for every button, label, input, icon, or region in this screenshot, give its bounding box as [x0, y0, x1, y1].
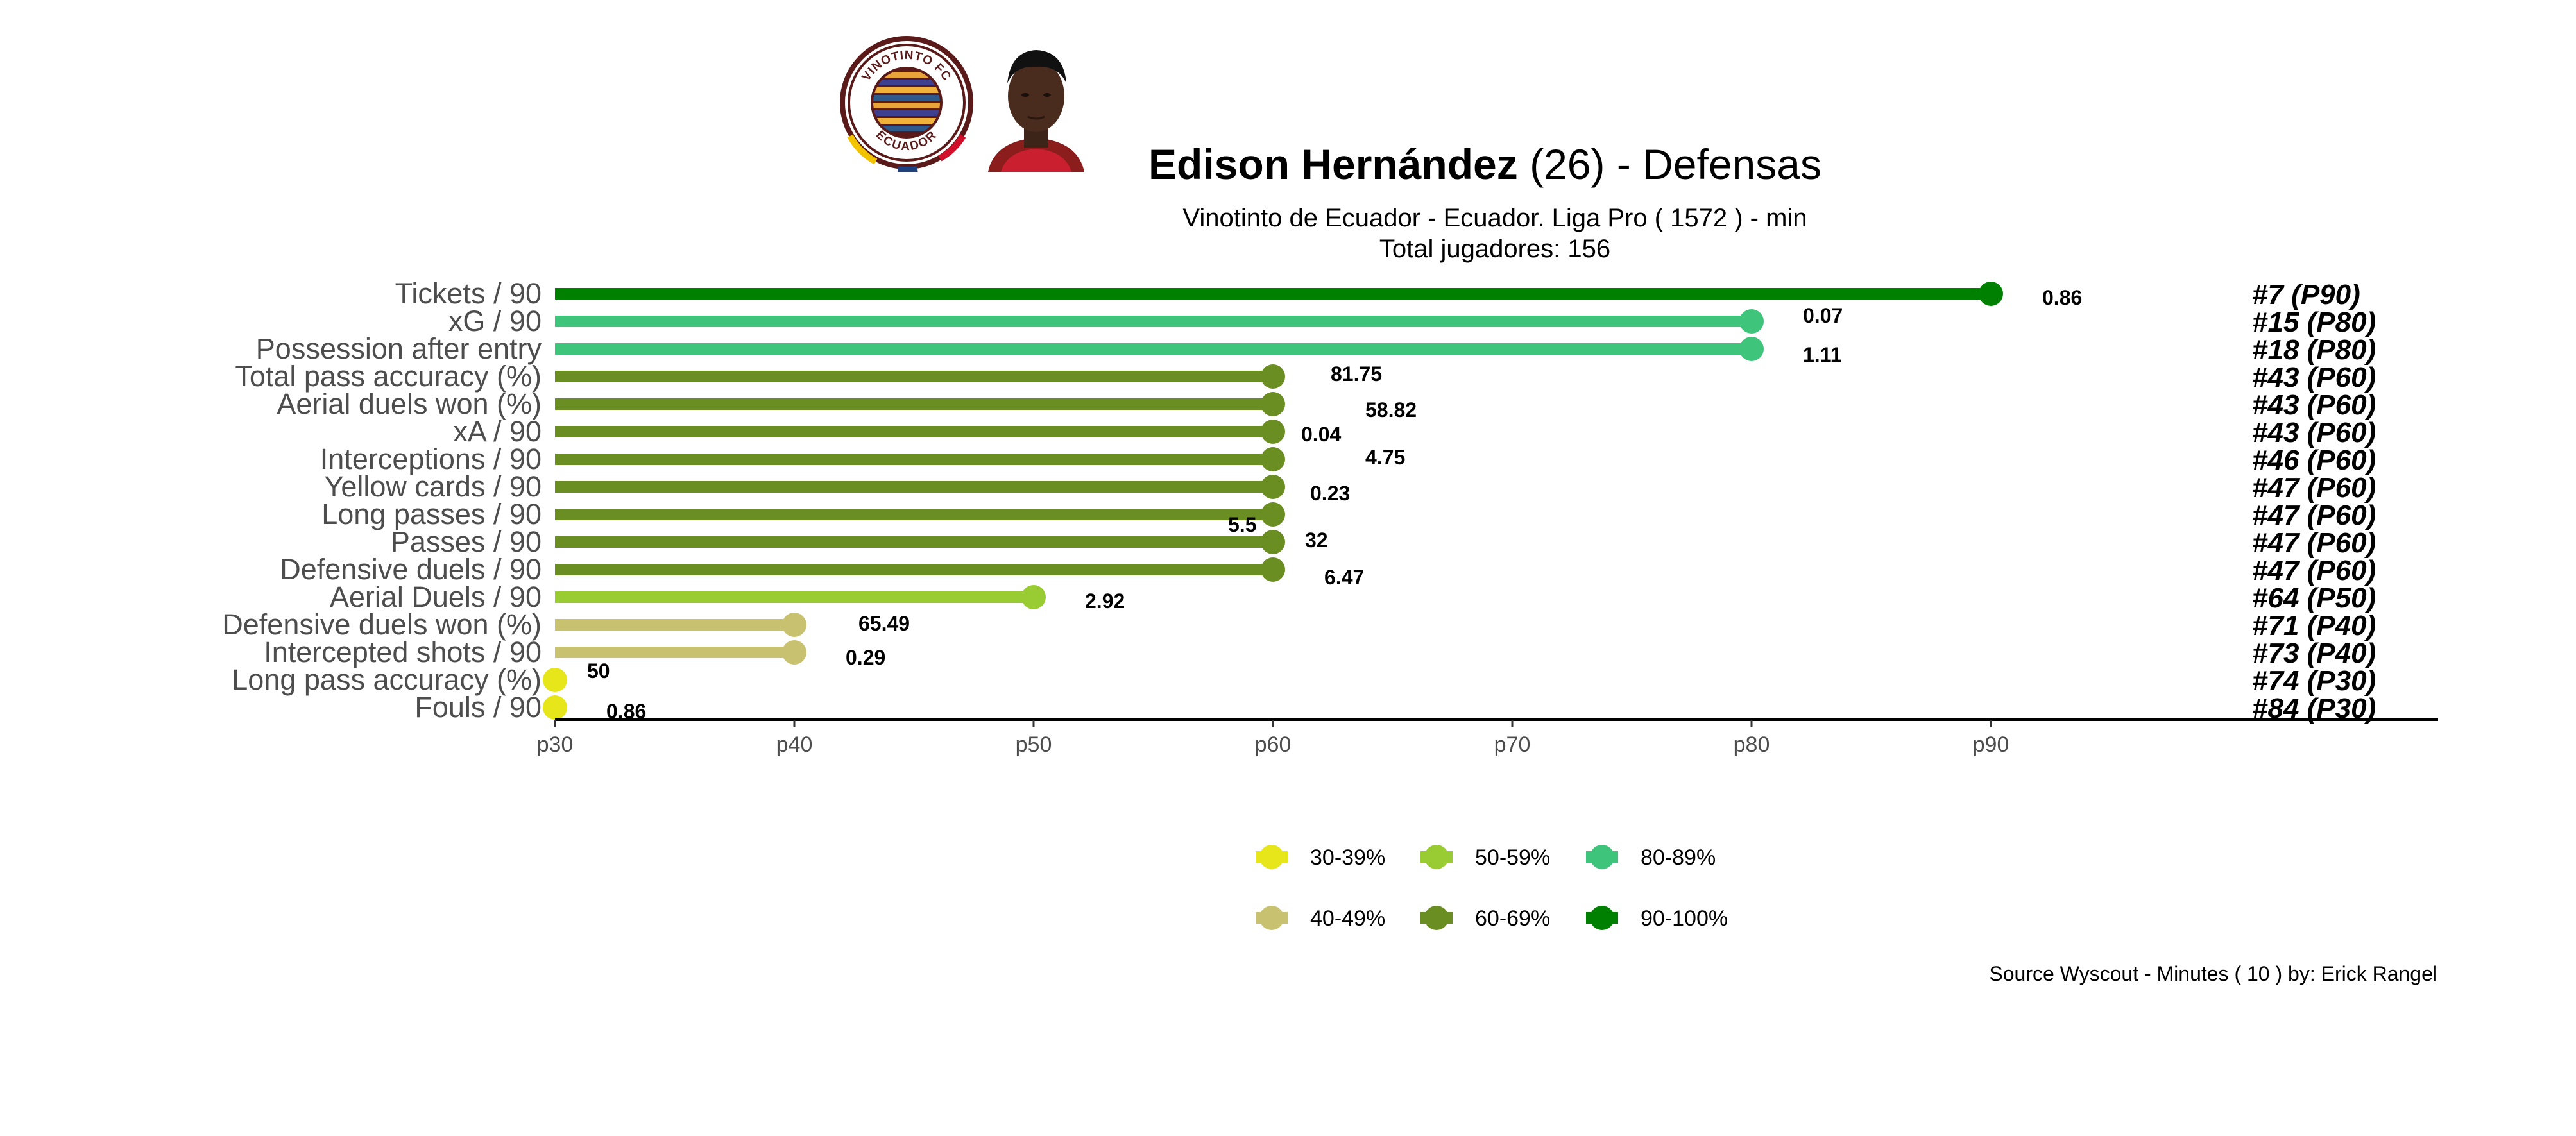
bar-dot — [1261, 392, 1285, 416]
legend-swatch-dot — [1424, 906, 1449, 930]
value-label: 6.47 — [1324, 566, 1364, 589]
total-players-line: Total jugadores: 156 — [1379, 235, 1611, 263]
bar-dot — [1979, 282, 2003, 306]
legend-swatch-dot — [1590, 845, 1614, 869]
rank-label: #43 (P60) — [2252, 362, 2376, 393]
category-label: Intercepted shots / 90 — [264, 636, 542, 668]
category-label: Defensive duels / 90 — [280, 553, 542, 586]
bar-dot — [543, 695, 567, 720]
value-label: 0.29 — [846, 646, 885, 669]
category-label: xG / 90 — [448, 305, 542, 337]
player-name: Edison Hernández — [1148, 140, 1518, 188]
club-logo-emblem: VINOTINTO FC ECUADOR — [840, 36, 973, 174]
club-logo: VINOTINTO FC ECUADOR — [837, 33, 976, 174]
value-label: 1.11 — [1803, 343, 1842, 366]
value-label: 81.75 — [1331, 362, 1382, 386]
value-label: 2.92 — [1085, 589, 1125, 613]
value-label: 0.07 — [1803, 304, 1843, 327]
x-tick-label: p70 — [1494, 733, 1531, 757]
x-tick-label: p40 — [776, 733, 813, 757]
team-league-line: Vinotinto de Ecuador - Ecuador. Liga Pro… — [1182, 204, 1807, 232]
rank-label: #73 (P40) — [2252, 638, 2376, 669]
bar-dot — [1261, 447, 1285, 471]
rank-label: #47 (P60) — [2252, 472, 2376, 504]
rank-label: #71 (P40) — [2252, 610, 2376, 641]
bar-dot — [1261, 364, 1285, 389]
bar-dot — [1739, 309, 1764, 334]
legend-swatch-dot — [1424, 845, 1449, 869]
value-label: 0.23 — [1310, 482, 1350, 505]
bar-dot — [1261, 420, 1285, 444]
chart-title: Edison Hernández (26) - Defensas — [1148, 141, 1854, 188]
category-label: Yellow cards / 90 — [324, 470, 542, 503]
x-tick-label: p60 — [1255, 733, 1292, 757]
category-label: Tickets / 90 — [395, 277, 542, 310]
rank-label: #43 (P60) — [2252, 389, 2376, 421]
player-age: (26) - — [1530, 140, 1631, 188]
chart-subtitle: Vinotinto de Ecuador - Ecuador. Liga Pro… — [962, 203, 2027, 264]
player-photo — [982, 32, 1091, 172]
category-label: Fouls / 90 — [414, 691, 542, 724]
bar-dot — [1261, 557, 1285, 582]
legend-label: 40-49% — [1310, 906, 1385, 931]
bar-dot — [1739, 337, 1764, 361]
rank-label: #47 (P60) — [2252, 555, 2376, 586]
value-label: 50 — [587, 659, 610, 682]
category-label: Total pass accuracy (%) — [235, 360, 542, 393]
legend-label: 50-59% — [1475, 845, 1550, 870]
rank-label: #47 (P60) — [2252, 500, 2376, 531]
legend-swatch-dot — [1259, 845, 1284, 869]
value-label: 4.75 — [1365, 446, 1405, 469]
rank-label: #46 (P60) — [2252, 445, 2376, 476]
bar-dot — [543, 668, 567, 692]
category-label: Aerial Duels / 90 — [330, 581, 542, 613]
category-label: Long pass accuracy (%) — [232, 663, 542, 696]
category-label: Possession after entry — [256, 332, 542, 365]
value-label: 58.82 — [1365, 398, 1417, 421]
legend-label: 90-100% — [1641, 906, 1728, 931]
category-label: Passes / 90 — [391, 525, 542, 558]
value-label: 0.86 — [2042, 286, 2082, 309]
bar-dot — [1021, 585, 1046, 609]
category-label: xA / 90 — [453, 415, 542, 448]
player-position: Defensas — [1642, 140, 1821, 188]
bar-dot — [782, 613, 806, 637]
x-tick-label: p50 — [1016, 733, 1052, 757]
rank-label: #7 (P90) — [2252, 279, 2360, 310]
value-label: 5.5 — [1228, 513, 1256, 536]
category-label: Long passes / 90 — [321, 498, 542, 530]
bar-dot — [1261, 475, 1285, 499]
category-label: Aerial duels won (%) — [277, 387, 542, 420]
legend-label: 80-89% — [1641, 845, 1716, 870]
rank-label: #64 (P50) — [2252, 582, 2376, 614]
category-label: Interceptions / 90 — [320, 443, 542, 475]
x-tick-label: p90 — [1973, 733, 2009, 757]
source-credit: Source Wyscout - Minutes ( 10 ) by: Eric… — [1989, 962, 2437, 985]
legend-label: 30-39% — [1310, 845, 1385, 870]
bar-dot — [1261, 530, 1285, 554]
value-label: 0.04 — [1301, 423, 1341, 446]
value-label: 65.49 — [858, 612, 910, 635]
legend-label: 60-69% — [1475, 906, 1550, 931]
x-tick-label: p30 — [537, 733, 574, 757]
legend-swatch-dot — [1590, 906, 1614, 930]
bar-dot — [782, 640, 806, 665]
value-label: 32 — [1305, 529, 1328, 552]
x-tick-label: p80 — [1734, 733, 1770, 757]
rank-label: #18 (P80) — [2252, 334, 2376, 366]
rank-label: #43 (P60) — [2252, 417, 2376, 448]
bar-dot — [1261, 502, 1285, 527]
player-portrait — [988, 50, 1084, 172]
rank-label: #15 (P80) — [2252, 307, 2376, 338]
rank-label: #74 (P30) — [2252, 665, 2376, 697]
category-label: Defensive duels won (%) — [222, 608, 542, 641]
rank-label: #47 (P60) — [2252, 527, 2376, 559]
legend-swatch-dot — [1259, 906, 1284, 930]
